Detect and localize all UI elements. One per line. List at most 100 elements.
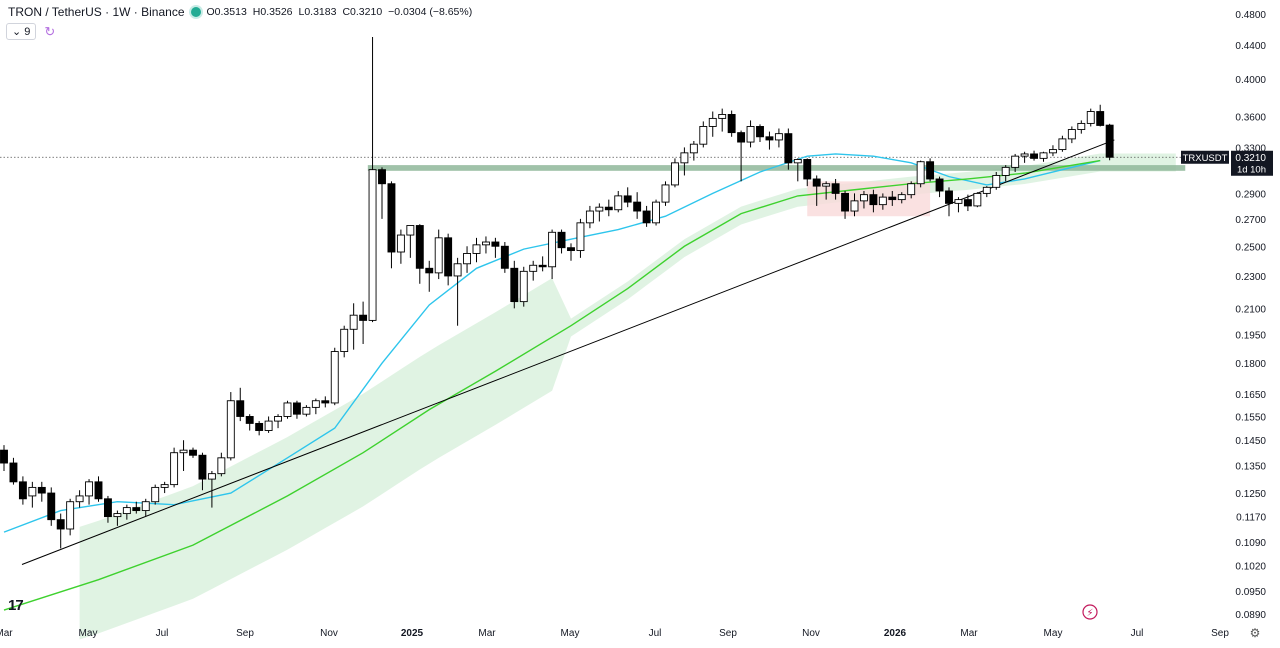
refresh-icon[interactable]: ↻	[44, 23, 56, 39]
time-tick: Mar	[0, 628, 13, 639]
indicators-toggle[interactable]: ⌄ 9	[6, 23, 37, 40]
candle-body-up	[160, 484, 169, 488]
price-tick: 0.1950	[1235, 331, 1266, 342]
time-tick: Nov	[802, 628, 820, 639]
candle-97	[916, 160, 925, 188]
price-tick: 0.1350	[1235, 462, 1266, 473]
candle-body-up	[850, 200, 859, 212]
candle-57	[538, 256, 547, 272]
candle-body-up	[897, 194, 906, 201]
candle-74	[699, 121, 708, 148]
candle-body-up	[330, 351, 339, 404]
tradingview-logo[interactable]: 17	[8, 597, 24, 614]
settings-gear-icon[interactable]: ⚙	[1250, 626, 1261, 640]
candle-1	[9, 457, 18, 485]
indicator-count: 9	[24, 26, 31, 38]
candle-94	[888, 190, 897, 206]
ticker-tag: TRXUSDT	[1183, 153, 1228, 164]
candle-body-up	[472, 244, 481, 254]
candle-body-down	[926, 161, 935, 180]
candle-86	[812, 175, 821, 206]
candle-90	[850, 193, 859, 217]
candle-111	[1048, 145, 1057, 157]
candle-body-up	[151, 486, 160, 503]
candle-body-up	[1077, 122, 1086, 130]
candle-29	[274, 414, 282, 429]
candle-42	[396, 229, 405, 264]
candle-99	[935, 176, 944, 198]
candle-body-up	[85, 481, 94, 497]
flash-icon[interactable]: ⚡	[1082, 604, 1098, 620]
candle-body-down	[803, 159, 812, 180]
candle-15	[141, 498, 150, 517]
price-tick: 0.2700	[1235, 215, 1266, 226]
candle-body-down	[869, 194, 878, 206]
candle-39	[368, 36, 377, 323]
candle-24	[226, 392, 235, 461]
ohlc-open: O0.3513	[206, 6, 247, 18]
candle-72	[680, 147, 689, 176]
candle-body-up	[519, 270, 528, 303]
time-tick: Sep	[236, 628, 254, 639]
candle-69	[652, 199, 660, 226]
candle-87	[822, 181, 831, 200]
candle-52	[491, 237, 500, 258]
price-tick: 0.2100	[1235, 304, 1266, 315]
candle-101	[954, 197, 963, 213]
candle-13	[122, 504, 131, 520]
candle-body-up	[75, 495, 84, 503]
flash-icon-ring	[1082, 604, 1098, 620]
candle-body-down	[321, 400, 330, 404]
candle-body-up	[113, 513, 122, 518]
time-tick: Sep	[719, 628, 737, 639]
candle-36	[340, 325, 349, 358]
price-tick: 0.4800	[1235, 10, 1266, 21]
price-tag: 0.3210	[1235, 153, 1266, 164]
candle-body-down	[831, 183, 840, 194]
time-tick: Mar	[960, 628, 978, 639]
price-tick: 0.4000	[1235, 75, 1266, 86]
candle-body-up	[1067, 129, 1076, 140]
candle-17	[160, 481, 169, 494]
symbol-title[interactable]: TRON / TetherUS · 1W · Binance	[8, 5, 185, 19]
candle-50	[472, 237, 481, 263]
candle-body-up	[652, 201, 660, 224]
candle-body-up	[614, 195, 623, 211]
ohlc-low: L0.3183	[298, 6, 337, 18]
candle-body-up	[746, 126, 755, 143]
candle-40	[378, 167, 386, 219]
indicators-row: ⌄ 9 ↻	[6, 23, 55, 40]
candle-body-up	[916, 161, 925, 185]
candle-58	[548, 229, 557, 280]
candle-63	[595, 203, 604, 222]
candle-107	[1011, 153, 1020, 172]
candle-105	[992, 171, 1001, 190]
candle-body-up	[66, 501, 75, 530]
candle-body-down	[1096, 111, 1105, 126]
candle-body-down	[18, 481, 27, 500]
candle-body-down	[963, 199, 972, 207]
candle-59	[557, 229, 566, 254]
candle-body-down	[425, 267, 434, 274]
candle-115	[1086, 108, 1095, 127]
time-tick: May	[1044, 628, 1063, 639]
candle-body-up	[982, 186, 991, 194]
candle-98	[926, 158, 935, 182]
candle-93	[878, 193, 887, 210]
candle-3	[28, 481, 37, 508]
price-tag-bg	[1231, 150, 1273, 176]
candle-18	[170, 447, 179, 488]
candle-body-up	[822, 183, 831, 187]
candle-body-down	[812, 178, 821, 187]
candle-body-down	[415, 225, 424, 269]
time-tick: Jul	[1131, 628, 1144, 639]
candle-body-down	[444, 237, 453, 277]
price-tick: 0.1550	[1235, 412, 1266, 423]
candle-body-down	[103, 498, 112, 518]
candle-45	[425, 260, 434, 292]
candle-61	[576, 218, 585, 258]
candle-89	[841, 190, 849, 219]
candle-44	[415, 224, 424, 284]
